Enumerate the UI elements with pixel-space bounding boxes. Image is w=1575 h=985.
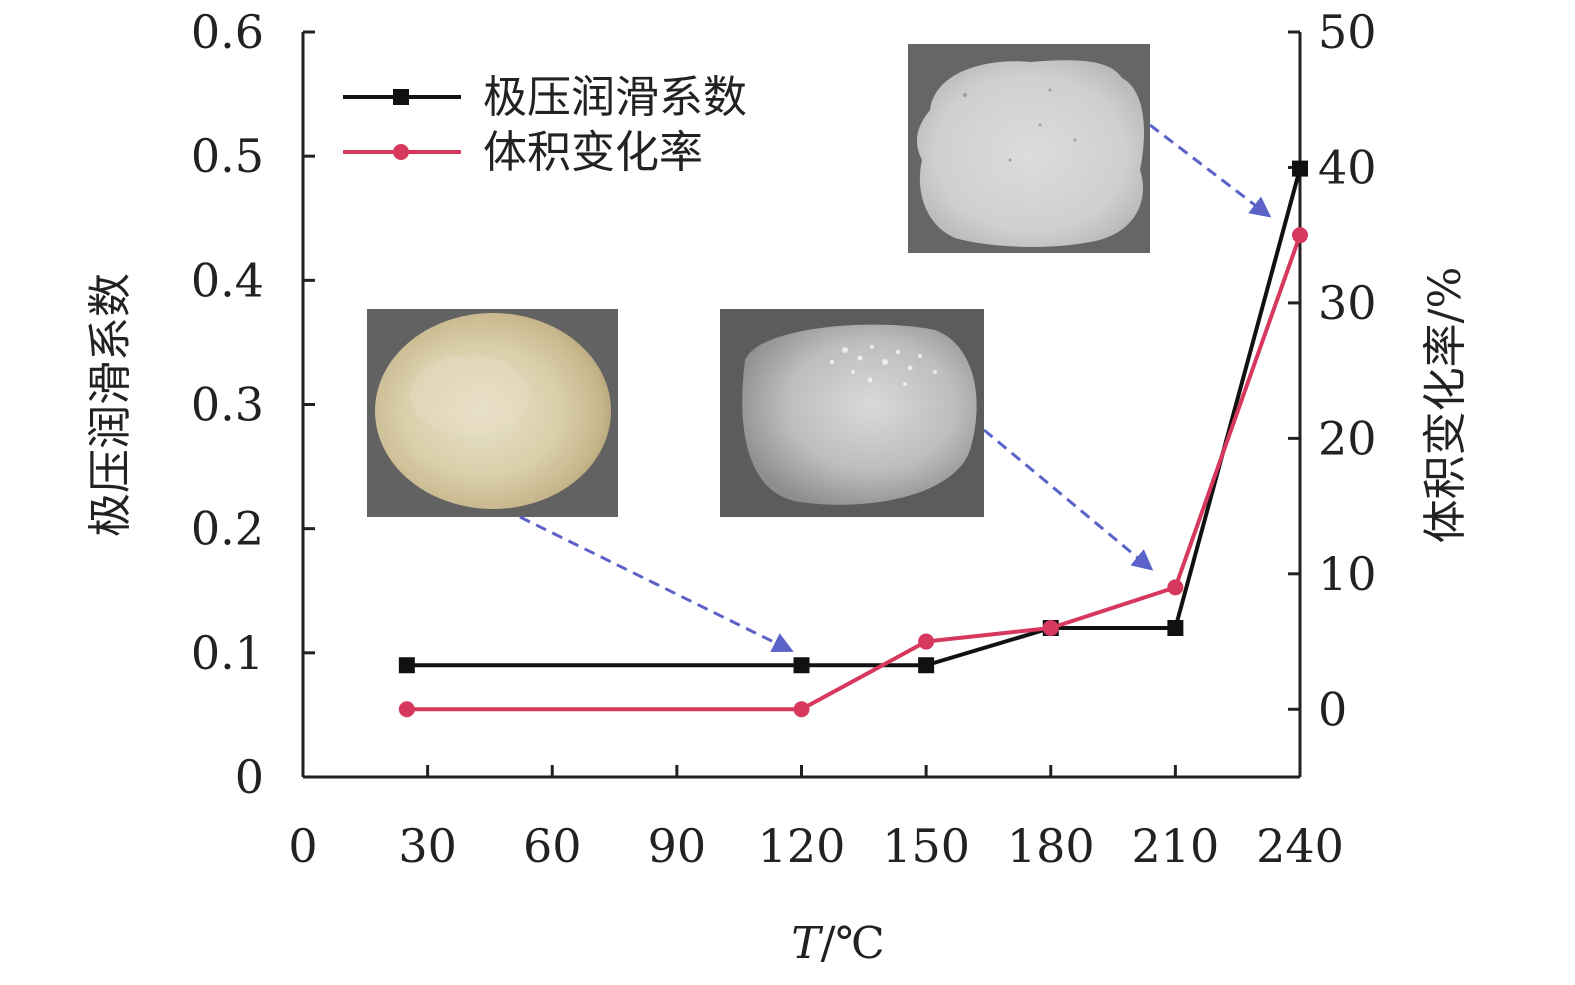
- legend-marker-coefficient: [393, 89, 409, 105]
- y-right-tick-label: 30: [1318, 276, 1377, 330]
- data-point-coefficient: [793, 657, 810, 674]
- sample-photo-room-temperature: [367, 309, 618, 517]
- data-point-volume: [1292, 227, 1308, 244]
- y-right-tick-label: 10: [1318, 547, 1377, 601]
- x-ticks: 0 30 60 90 120 150 180 210 240: [288, 765, 1344, 873]
- y-left-tick-label: 0.6: [191, 5, 264, 59]
- sample-photo-240: [908, 44, 1150, 253]
- x-tick-label: 60: [523, 819, 582, 873]
- data-point-coefficient: [918, 657, 935, 674]
- y-left-ticks: 0 0.1 0.2 0.3 0.4 0.5 0.6: [191, 5, 315, 804]
- series-line-0: [406, 168, 1302, 668]
- legend-label-coefficient: 极压润滑系数: [483, 72, 747, 123]
- x-tick-label: 150: [882, 819, 970, 873]
- y-left-tick-label: 0.2: [191, 502, 264, 556]
- y-left-tick-label: 0.4: [191, 253, 264, 307]
- x-tick-label: 30: [398, 819, 457, 873]
- y-right-axis-title: 体积变化率/%: [1420, 267, 1471, 544]
- sample-photo-210: [720, 309, 984, 517]
- series-line-1: [406, 234, 1302, 712]
- data-point-coefficient: [398, 657, 415, 674]
- arrow-photo-240: [1149, 123, 1272, 218]
- x-tick-label: 210: [1131, 819, 1219, 873]
- data-point-volume: [1042, 620, 1059, 636]
- callout-arrows: [519, 123, 1272, 652]
- data-point-coefficient: [1167, 620, 1184, 636]
- x-axis-title: T/℃: [791, 918, 884, 969]
- y-left-axis-title: 极压润滑系数: [85, 273, 136, 537]
- data-point-volume: [793, 701, 810, 718]
- y-left-tick-label: 0: [235, 750, 264, 804]
- series-layer: [398, 160, 1308, 718]
- y-left-tick-label: 0.1: [191, 626, 264, 680]
- y-right-tick-label: 0: [1318, 682, 1347, 736]
- y-left-tick-label: 0.5: [191, 129, 264, 183]
- x-tick-label: 180: [1007, 819, 1095, 873]
- y-right-tick-label: 20: [1318, 411, 1377, 465]
- arrow-photo-210: [983, 428, 1154, 571]
- x-tick-label: 240: [1256, 819, 1344, 873]
- x-tick-label: 0: [288, 819, 317, 873]
- y-right-ticks: 0 10 20 30 40 50: [1288, 5, 1377, 736]
- legend: 极压润滑系数 体积变化率: [343, 72, 747, 178]
- data-point-coefficient: [1292, 160, 1308, 177]
- legend-label-volume: 体积变化率: [483, 127, 703, 178]
- arrow-photo-room-temperature: [519, 515, 794, 652]
- data-point-volume: [398, 701, 415, 718]
- data-point-volume: [918, 633, 935, 650]
- legend-marker-volume: [393, 144, 409, 160]
- y-right-tick-label: 40: [1318, 140, 1377, 194]
- y-left-tick-label: 0.3: [191, 378, 264, 432]
- data-point-volume: [1167, 579, 1184, 596]
- y-right-tick-label: 50: [1318, 5, 1377, 59]
- x-tick-label: 120: [758, 819, 846, 873]
- x-tick-label: 90: [648, 819, 707, 873]
